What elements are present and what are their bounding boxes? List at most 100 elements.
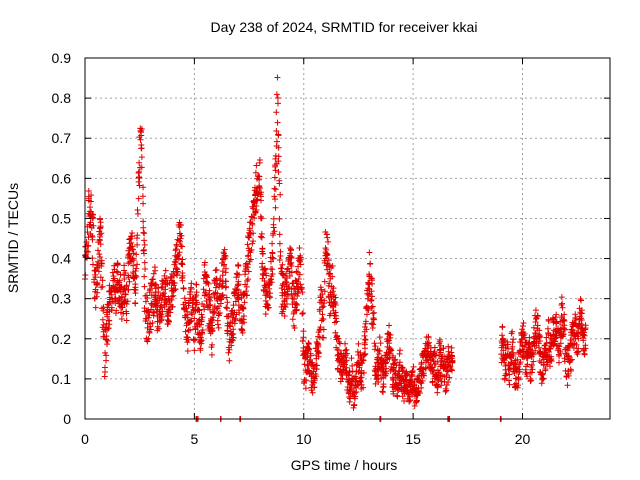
data-point <box>262 270 269 277</box>
data-point <box>290 291 297 298</box>
data-point <box>99 283 106 290</box>
data-point <box>132 290 139 297</box>
data-point <box>449 367 456 374</box>
data-point <box>365 285 372 292</box>
data-point <box>276 240 283 247</box>
data-point <box>138 132 145 139</box>
data-point <box>228 308 235 315</box>
data-point <box>222 255 229 262</box>
data-marks <box>82 74 589 422</box>
data-point <box>300 334 307 341</box>
data-point <box>172 259 179 266</box>
data-point <box>147 285 154 292</box>
data-point <box>369 280 376 287</box>
data-point <box>182 328 189 335</box>
y-tick-label: 0.5 <box>52 210 72 226</box>
data-point <box>265 304 272 311</box>
x-tick-label: 5 <box>190 431 198 447</box>
data-point <box>193 289 200 296</box>
data-point <box>383 365 390 372</box>
data-point <box>516 368 523 375</box>
data-point <box>173 246 180 253</box>
data-point <box>290 322 297 329</box>
data-point <box>272 196 279 203</box>
x-tick-label: 20 <box>515 431 531 447</box>
data-point <box>283 301 290 308</box>
data-point <box>94 280 101 287</box>
data-point <box>224 305 231 312</box>
data-point <box>369 310 376 317</box>
data-point <box>134 261 141 268</box>
data-point <box>136 159 143 166</box>
data-point <box>189 304 196 311</box>
data-point <box>169 303 176 310</box>
data-point <box>128 258 135 265</box>
data-point <box>277 248 284 255</box>
data-point <box>436 336 443 343</box>
data-point <box>141 230 148 237</box>
data-point <box>250 203 257 210</box>
data-point <box>528 364 535 371</box>
data-point <box>499 336 506 343</box>
data-point <box>315 343 322 350</box>
data-point <box>379 388 386 395</box>
data-point <box>325 238 332 245</box>
data-point <box>141 237 148 244</box>
data-point <box>397 347 404 354</box>
data-point <box>336 340 343 347</box>
data-point <box>297 254 304 261</box>
data-point <box>375 379 382 386</box>
data-point <box>434 384 441 391</box>
data-point <box>152 267 159 274</box>
data-point <box>158 304 165 311</box>
data-point <box>519 322 526 329</box>
data-point <box>581 332 588 339</box>
data-point <box>320 334 327 341</box>
data-point <box>558 301 565 308</box>
data-point <box>499 332 506 339</box>
data-point <box>87 221 94 228</box>
data-point <box>235 278 242 285</box>
data-point <box>382 359 389 366</box>
data-point <box>262 284 269 291</box>
data-point <box>195 331 202 338</box>
data-point <box>342 352 349 359</box>
data-point <box>292 301 299 308</box>
data-point <box>230 331 237 338</box>
data-point <box>179 277 186 284</box>
data-point <box>352 378 359 385</box>
data-point <box>195 306 202 313</box>
data-point <box>389 375 396 382</box>
data-point <box>446 374 453 381</box>
data-point <box>173 272 180 279</box>
data-point <box>429 364 436 371</box>
data-point <box>323 262 330 269</box>
data-point <box>204 279 211 286</box>
data-point <box>524 361 531 368</box>
data-point <box>139 193 146 200</box>
y-tick-label: 0.8 <box>52 90 72 106</box>
data-point <box>89 233 96 240</box>
data-point <box>395 387 402 394</box>
data-point <box>448 366 455 373</box>
data-point <box>349 362 356 369</box>
data-point <box>382 372 389 379</box>
data-point <box>449 358 456 365</box>
x-axis-label: GPS time / hours <box>291 457 398 473</box>
data-point <box>285 265 292 272</box>
data-point <box>180 284 187 291</box>
data-point <box>119 304 126 311</box>
data-point <box>309 361 316 368</box>
data-point <box>174 268 181 275</box>
data-point <box>261 266 268 273</box>
data-point <box>224 299 231 306</box>
data-point <box>521 330 528 337</box>
data-point <box>382 360 389 367</box>
data-point <box>311 375 318 382</box>
data-point <box>209 322 216 329</box>
data-point <box>270 215 277 222</box>
data-point <box>409 368 416 375</box>
data-point <box>130 246 137 253</box>
data-point <box>162 267 169 274</box>
